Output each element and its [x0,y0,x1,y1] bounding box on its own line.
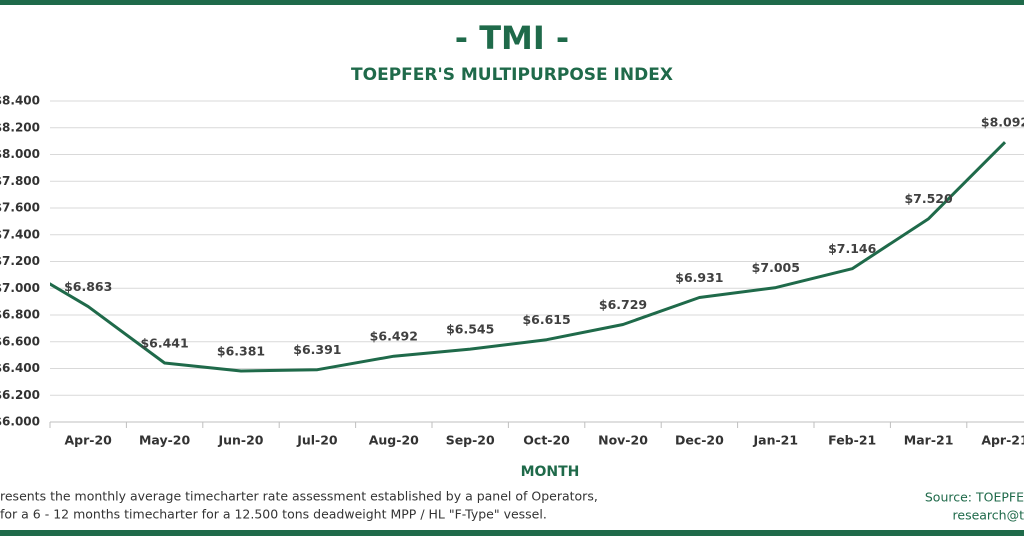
y-tick-label: $6.600 [0,334,40,348]
y-tick-label: $6.200 [0,388,40,402]
bottom-border [0,530,1024,536]
y-tick-label: $8.400 [0,94,40,108]
data-label: $7.146 [828,241,877,256]
x-tick-label: Nov-20 [598,433,648,448]
data-label: $6.381 [217,344,265,359]
data-label: $6.729 [599,297,647,312]
x-tick-label: Feb-21 [828,433,876,448]
y-tick-label: $6.400 [0,361,40,375]
data-label: $6.931 [675,270,723,285]
chart-subtitle: TOEPFER'S MULTIPURPOSE INDEX [351,65,673,85]
y-tick-label: $7.200 [0,254,40,268]
data-label: $6.441 [140,336,188,351]
footnote: for a 6 - 12 months timecharter for a 12… [0,507,547,522]
data-label: $6.492 [370,329,418,344]
x-tick-label: Sep-20 [446,433,495,448]
x-tick-label: Aug-20 [369,433,419,448]
data-label: $6.391 [293,342,341,357]
data-label: $7.005 [752,260,800,275]
series-line [50,141,1007,373]
source: research@t [953,508,1024,523]
y-tick-label: $6.000 [0,415,40,429]
x-tick-label: Mar-21 [904,433,954,448]
chart-title: - TMI - [455,19,569,57]
x-tick-label: Jun-20 [217,433,263,448]
plot-area: $6.000 $6.200 $6.400 $6.600 $6.800 $7.000 $7.2… [0,94,1024,448]
data-label: $6.863 [64,279,112,294]
y-tick-label: $6.800 [0,308,40,322]
x-tick-label: Oct-20 [523,433,570,448]
data-label: $7.520 [904,191,953,206]
x-tick-label: Dec-20 [675,433,724,448]
y-tick-label: $7.400 [0,227,40,241]
source: Source: TOEPFE [925,490,1024,505]
x-tick-label: Jul-20 [296,433,338,448]
footnote: resents the monthly average timecharter … [0,489,598,504]
y-tick-label: $7.000 [0,281,40,295]
x-axis-title: MONTH [521,464,580,480]
data-label: $6.545 [446,322,494,337]
y-tick-label: $7.600 [0,201,40,215]
x-tick-label: Apr-20 [65,433,113,448]
x-tick-label: Jan-21 [753,433,799,448]
x-tick-label: May-20 [139,433,191,448]
data-label: $6.615 [522,312,570,327]
top-border [0,0,1024,5]
y-tick-label: $7.800 [0,174,40,188]
y-tick-label: $8.000 [0,147,40,161]
x-tick-label: Apr-21 [981,433,1024,448]
data-label: $8.092 [981,115,1024,130]
y-tick-label: $8.200 [0,120,40,134]
